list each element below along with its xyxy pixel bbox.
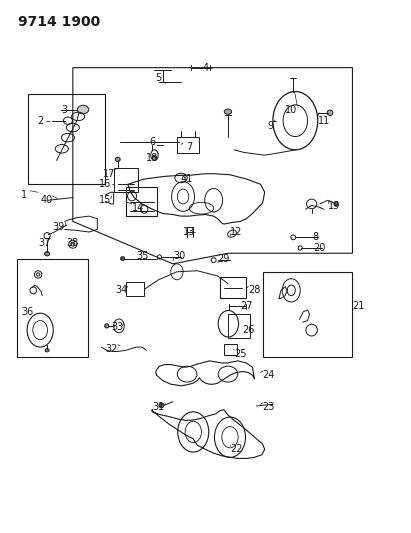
Text: 25: 25 xyxy=(234,349,247,359)
Text: 20: 20 xyxy=(314,243,326,253)
Ellipse shape xyxy=(45,349,49,352)
Text: 40: 40 xyxy=(40,195,53,205)
Text: 14: 14 xyxy=(132,203,144,213)
Ellipse shape xyxy=(152,155,157,160)
Text: 9714 1900: 9714 1900 xyxy=(18,14,100,29)
Ellipse shape xyxy=(120,257,125,261)
Text: 32: 32 xyxy=(105,344,118,354)
Bar xyxy=(224,344,236,354)
Text: 30: 30 xyxy=(173,251,185,261)
Text: 5: 5 xyxy=(155,73,162,83)
Text: 11: 11 xyxy=(318,116,330,126)
Text: 15: 15 xyxy=(99,195,112,205)
Ellipse shape xyxy=(159,403,164,408)
Text: 17: 17 xyxy=(104,169,116,179)
Text: 9: 9 xyxy=(268,121,274,131)
Text: 37: 37 xyxy=(38,238,51,248)
Ellipse shape xyxy=(45,252,50,256)
Text: 35: 35 xyxy=(136,251,148,261)
Text: 2: 2 xyxy=(37,116,43,126)
Ellipse shape xyxy=(105,324,109,328)
Bar xyxy=(28,94,106,184)
Text: 13: 13 xyxy=(183,227,195,237)
Text: 4: 4 xyxy=(203,63,208,72)
Bar xyxy=(177,136,199,152)
Text: 23: 23 xyxy=(263,402,275,412)
Text: 24: 24 xyxy=(263,370,275,380)
Ellipse shape xyxy=(224,109,232,114)
Text: 38: 38 xyxy=(67,238,79,248)
Text: 28: 28 xyxy=(248,285,261,295)
Text: 41: 41 xyxy=(181,174,193,184)
Text: 22: 22 xyxy=(230,445,242,455)
Text: 34: 34 xyxy=(115,285,128,295)
Text: 39: 39 xyxy=(53,222,65,232)
Text: 21: 21 xyxy=(352,301,365,311)
Ellipse shape xyxy=(334,201,338,206)
Bar xyxy=(228,314,250,338)
Text: 12: 12 xyxy=(230,227,242,237)
Text: 3: 3 xyxy=(62,105,68,115)
Bar xyxy=(220,277,246,298)
Bar xyxy=(126,282,144,296)
Text: 36: 36 xyxy=(22,306,34,317)
Text: 6: 6 xyxy=(149,137,155,147)
Text: 16: 16 xyxy=(99,179,112,189)
Text: 27: 27 xyxy=(240,301,253,311)
Text: 33: 33 xyxy=(112,322,124,333)
Text: 8: 8 xyxy=(313,232,319,243)
Text: 29: 29 xyxy=(218,254,230,263)
Bar xyxy=(114,168,138,192)
Bar xyxy=(126,187,157,216)
Text: 7: 7 xyxy=(186,142,192,152)
Ellipse shape xyxy=(77,106,89,114)
Text: 19: 19 xyxy=(328,200,340,211)
Text: 1: 1 xyxy=(21,190,27,200)
Text: 10: 10 xyxy=(285,105,297,115)
Text: 31: 31 xyxy=(152,402,165,412)
Ellipse shape xyxy=(115,157,120,161)
Text: 18: 18 xyxy=(146,153,159,163)
Text: 26: 26 xyxy=(242,325,254,335)
Ellipse shape xyxy=(327,110,333,115)
Bar xyxy=(263,272,353,357)
Bar xyxy=(17,259,88,357)
